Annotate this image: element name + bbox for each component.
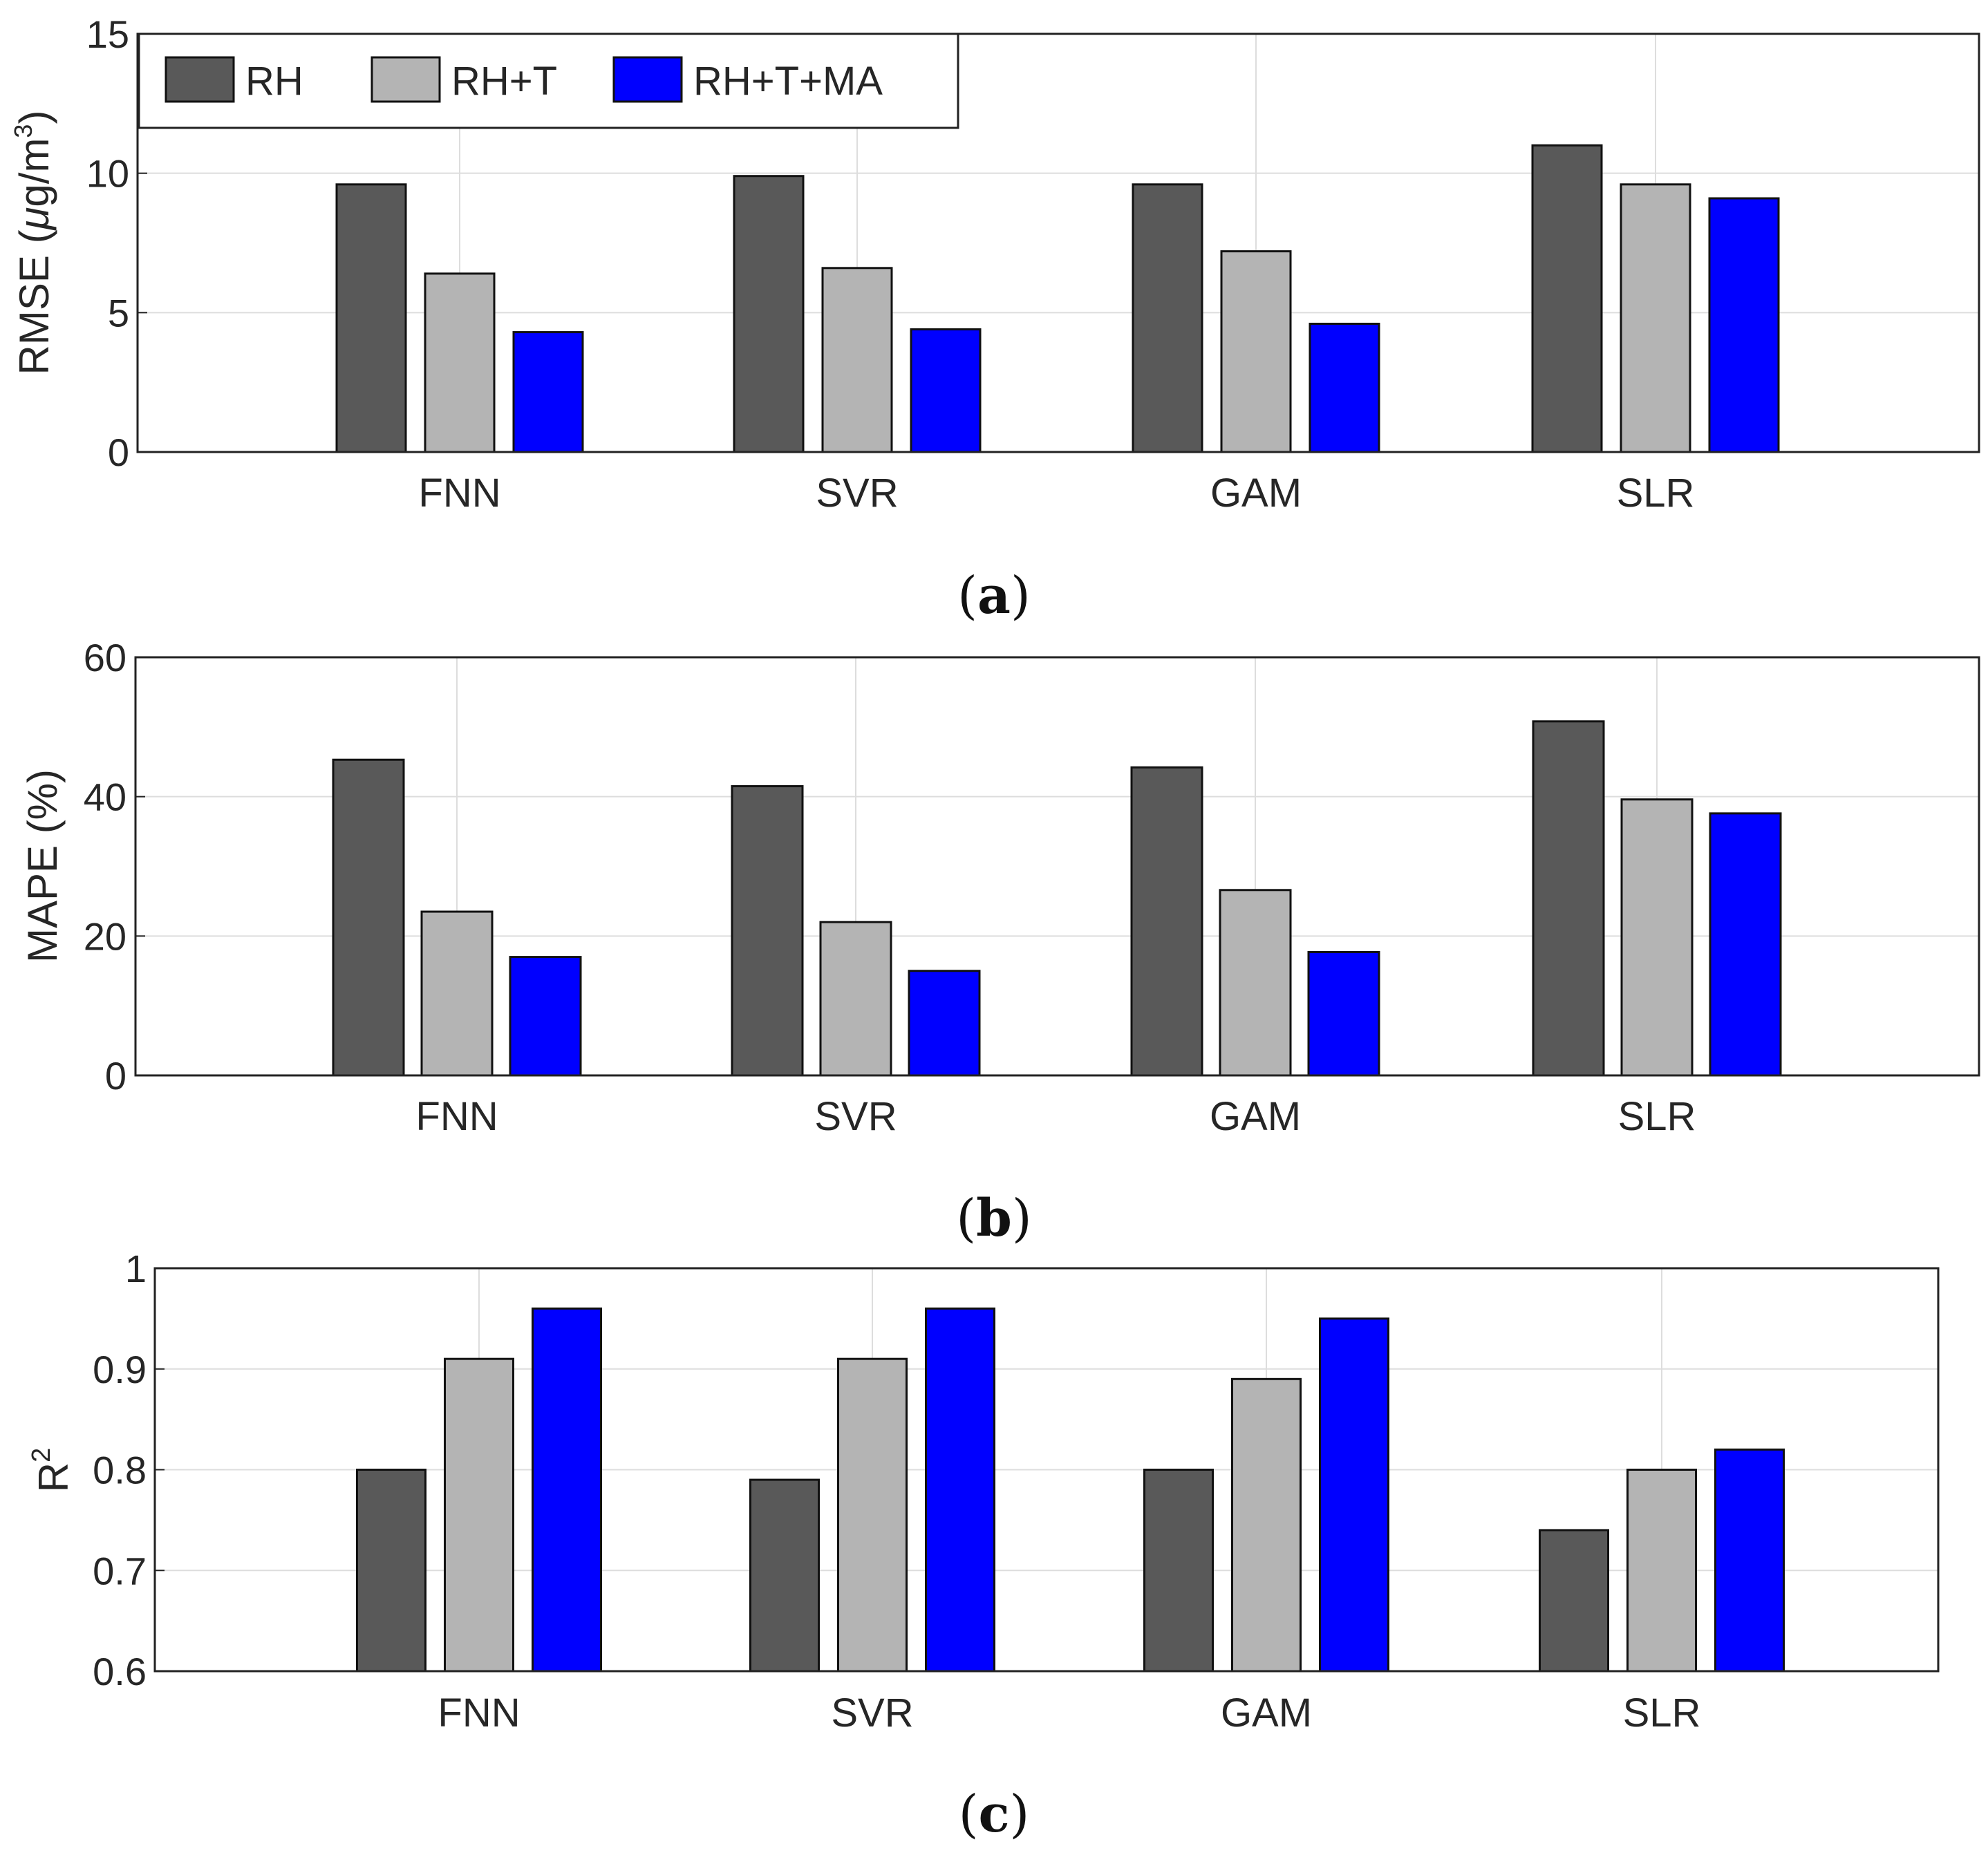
r2-y-axis-label: R2: [27, 1448, 77, 1492]
rmse-bar-gam-rh-t: [1220, 250, 1292, 453]
r2-ytick-label: 1: [125, 1247, 147, 1290]
r2-bar-slr-rh: [1539, 1529, 1609, 1673]
legend-label-rh-t: RH+T: [451, 59, 557, 104]
mape-bar-svr-rh-t: [819, 921, 892, 1077]
rmse-y-axis-label: RMSE (μg/m3): [9, 111, 57, 375]
caption-a: (a): [957, 566, 1031, 625]
r2-bar-slr-rh-t-ma: [1714, 1448, 1785, 1673]
mape-xtick-label-gam: GAM: [1210, 1094, 1301, 1139]
mape-ytick-label: 60: [84, 636, 126, 679]
rmse-xtick-label-fnn: FNN: [418, 471, 500, 516]
mape-bar-fnn-rh-t-ma: [509, 956, 582, 1077]
legend-swatch-rh: [165, 56, 235, 103]
legend-box: [138, 32, 959, 129]
r2-ytick-label: 0.8: [93, 1449, 147, 1492]
r2-ytick-label: 0.6: [93, 1650, 147, 1693]
r2-xtick-label-fnn: FNN: [438, 1691, 520, 1735]
r2-chart: 0.6 0.7 0.8 0.9 1 FNN SVR GAM SLR R2: [27, 1247, 1940, 1735]
mape-bar-slr-rh: [1532, 720, 1605, 1077]
rmse-bar-fnn-rh-t-ma: [512, 331, 584, 453]
legend-label-rh-t-ma: RH+T+MA: [693, 59, 883, 104]
r2-bar-gam-rh: [1143, 1469, 1214, 1673]
rmse-bar-slr-rh-t: [1620, 183, 1691, 453]
mape-chart: 0 20 40 60 FNN SVR GAM SLR MAPE (%): [19, 636, 1980, 1139]
rmse-xtick-label-gam: GAM: [1210, 471, 1302, 516]
rmse-bar-slr-rh: [1531, 144, 1603, 453]
rmse-bar-svr-rh: [733, 175, 805, 453]
legend: RH RH+T RH+T+MA: [138, 32, 959, 129]
legend-swatch-rh-t-ma: [612, 56, 683, 103]
legend-label-rh: RH: [245, 59, 303, 104]
r2-xtick-label-slr: SLR: [1623, 1691, 1701, 1735]
rmse-bar-svr-rh-t: [821, 267, 893, 453]
rmse-ytick-label: 0: [108, 431, 129, 474]
r2-bar-svr-rh-t: [837, 1357, 908, 1673]
rmse-bar-slr-rh-t-ma: [1708, 197, 1780, 453]
rmse-bar-fnn-rh-t: [424, 272, 496, 453]
r2-bar-fnn-rh-t: [444, 1357, 514, 1673]
r2-bar-fnn-rh-t-ma: [532, 1307, 602, 1673]
mape-ytick-label: 0: [105, 1054, 126, 1098]
rmse-chart: 0 5 10 15 FNN SVR GAM SLR RMSE (μg/m3): [9, 12, 1980, 516]
r2-ytick-label: 0.9: [93, 1348, 147, 1391]
r2-bar-fnn-rh: [356, 1469, 426, 1673]
legend-swatch-rh-t: [371, 56, 441, 103]
rmse-ytick-label: 5: [108, 291, 129, 335]
mape-ytick-label: 40: [84, 775, 126, 819]
caption-b: (b): [956, 1189, 1032, 1248]
r2-bar-slr-rh-t: [1626, 1469, 1697, 1673]
mape-bar-fnn-rh-t: [420, 910, 494, 1077]
mape-y-axis-label: MAPE (%): [19, 769, 66, 963]
mape-bar-gam-rh: [1130, 766, 1203, 1077]
r2-ytick-label: 0.7: [93, 1549, 147, 1592]
r2-bar-gam-rh-t-ma: [1319, 1317, 1389, 1673]
mape-bar-slr-rh-t: [1620, 798, 1694, 1077]
mape-bar-gam-rh-t-ma: [1307, 951, 1380, 1077]
mape-xtick-label-slr: SLR: [1618, 1094, 1696, 1139]
rmse-xtick-label-slr: SLR: [1617, 471, 1695, 516]
rmse-bar-svr-rh-t-ma: [910, 328, 982, 453]
rmse-bar-gam-rh: [1132, 183, 1203, 453]
rmse-ytick-label: 15: [86, 12, 129, 56]
r2-xtick-label-svr: SVR: [831, 1691, 913, 1735]
mape-xtick-label-svr: SVR: [814, 1094, 897, 1139]
r2-bar-svr-rh-t-ma: [925, 1307, 995, 1673]
mape-xtick-label-fnn: FNN: [415, 1094, 498, 1139]
r2-bar-gam-rh-t: [1231, 1377, 1302, 1673]
mape-plot-frame: [134, 656, 1980, 1077]
rmse-ytick-label: 10: [86, 152, 129, 196]
mape-bar-fnn-rh: [332, 758, 405, 1077]
rmse-bar-fnn-rh: [335, 183, 407, 453]
rmse-bar-gam-rh-t-ma: [1309, 322, 1380, 453]
rmse-xtick-label-svr: SVR: [816, 471, 898, 516]
caption-c: (c): [959, 1785, 1030, 1844]
mape-bar-svr-rh-t-ma: [908, 970, 981, 1077]
mape-bar-gam-rh-t: [1219, 889, 1292, 1077]
rmse-plot-frame: [136, 32, 1980, 453]
r2-bar-svr-rh: [749, 1478, 820, 1673]
mape-bar-svr-rh: [731, 785, 804, 1077]
mape-bar-slr-rh-t-ma: [1709, 812, 1782, 1077]
mape-ytick-label: 20: [84, 914, 126, 958]
r2-xtick-label-gam: GAM: [1221, 1691, 1312, 1735]
